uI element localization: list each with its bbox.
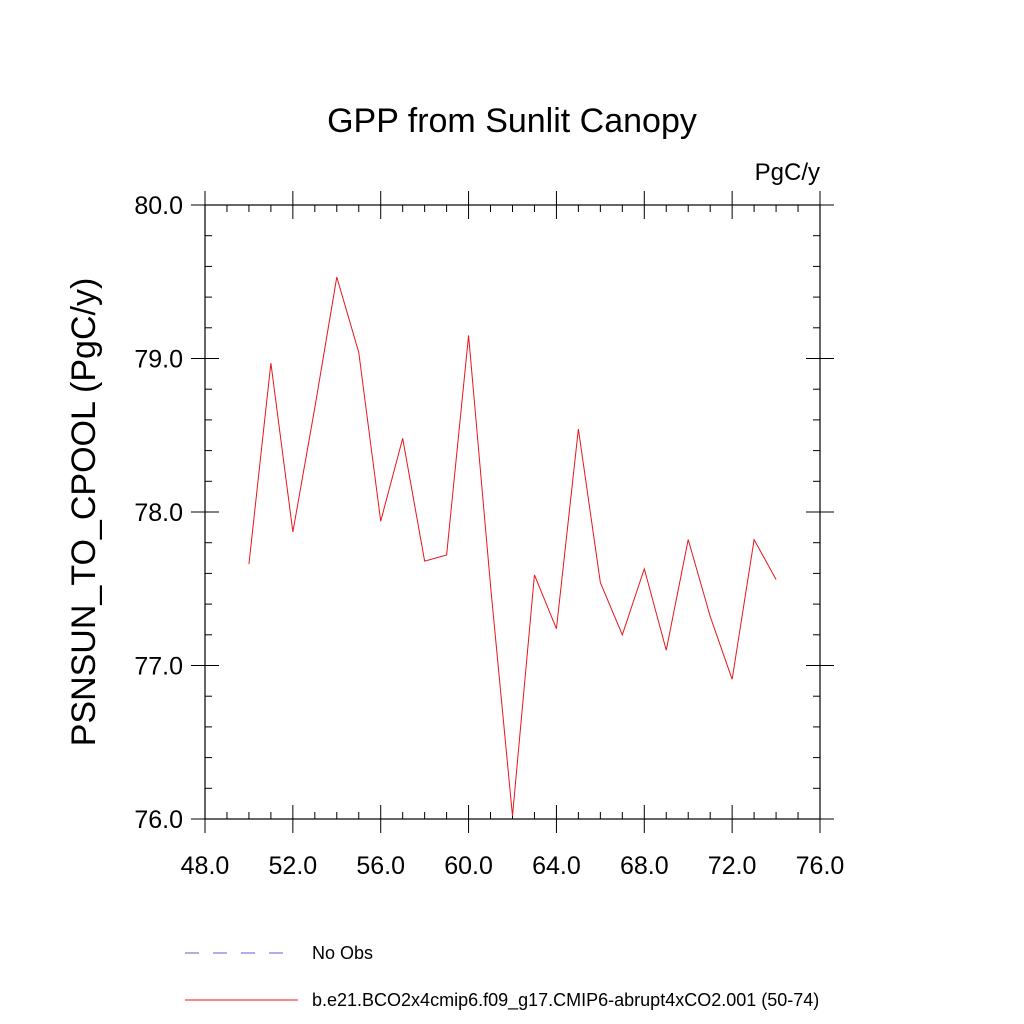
y-tick-label: 80.0	[134, 192, 183, 220]
legend-label-model: b.e21.BCO2x4cmip6.f09_g17.CMIP6-abrupt4x…	[312, 990, 819, 1011]
plot-lines	[248, 276, 777, 816]
x-tick-label: 48.0	[181, 852, 230, 880]
x-tick-label: 64.0	[532, 852, 581, 880]
x-tick-label: 72.0	[708, 852, 757, 880]
chart-title: GPP from Sunlit Canopy	[327, 102, 697, 140]
legend-label-no-obs: No Obs	[312, 943, 373, 963]
y-axis-label: PSNSUN_TO_CPOOL (PgC/y)	[65, 278, 103, 747]
y-tick-label: 79.0	[134, 346, 183, 374]
y-tick-label: 78.0	[134, 499, 183, 527]
x-tick-label: 76.0	[796, 852, 845, 880]
x-tick-label: 68.0	[620, 852, 669, 880]
y-tick-label: 76.0	[134, 806, 183, 834]
axis-ticks: 48.0 52.0 56.0 60.0 64.0 68.0 72.0 76.0 76.0 77.0…	[134, 191, 844, 880]
x-tick-label: 56.0	[356, 852, 405, 880]
units-label: PgC/y	[755, 159, 820, 186]
x-tick-label: 52.0	[269, 852, 318, 880]
x-tick-label: 60.0	[444, 852, 493, 880]
y-tick-label: 77.0	[134, 653, 183, 681]
legend: No Obs b.e21.BCO2x4cmip6.f09_g17.CMIP6-a…	[185, 943, 819, 1011]
series-line-1	[248, 276, 777, 816]
plot-frame	[204, 204, 821, 820]
